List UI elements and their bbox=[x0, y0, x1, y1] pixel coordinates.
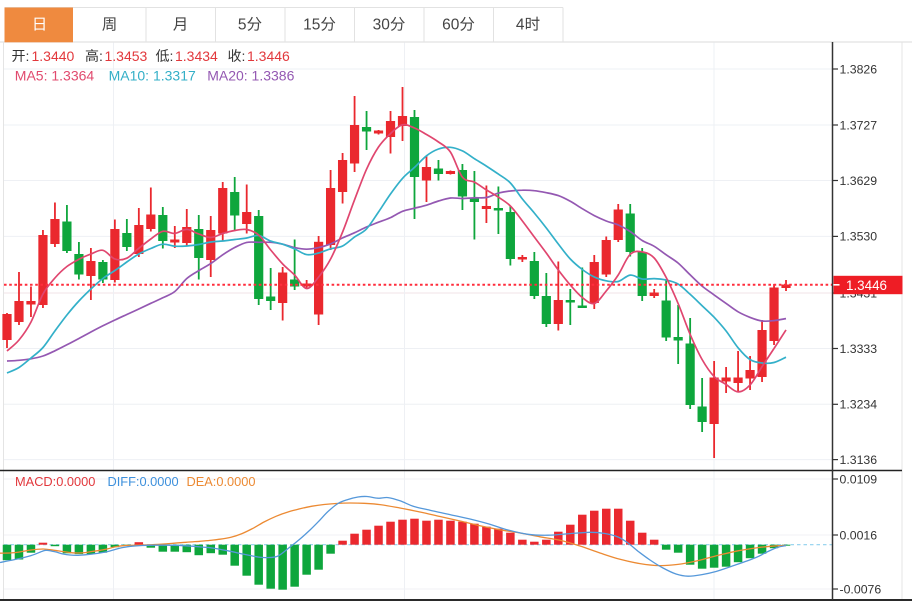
svg-text:1.3446: 1.3446 bbox=[247, 48, 290, 64]
svg-text:15: 15 bbox=[303, 17, 320, 34]
svg-text:-0.0076: -0.0076 bbox=[840, 582, 882, 596]
svg-text:1.3434: 1.3434 bbox=[175, 48, 218, 64]
svg-text:0.0016: 0.0016 bbox=[840, 528, 878, 542]
svg-text:1.3530: 1.3530 bbox=[840, 230, 878, 244]
svg-text::: : bbox=[26, 48, 30, 64]
svg-text:1.3136: 1.3136 bbox=[840, 453, 878, 467]
svg-text:1.3826: 1.3826 bbox=[840, 62, 878, 76]
svg-text:4: 4 bbox=[516, 17, 525, 34]
svg-text:1.3234: 1.3234 bbox=[840, 398, 878, 412]
svg-text:MACD:0.0000: MACD:0.0000 bbox=[15, 474, 95, 489]
svg-text:0.0109: 0.0109 bbox=[840, 472, 878, 486]
svg-text:1.3629: 1.3629 bbox=[840, 174, 878, 188]
svg-text:1.3333: 1.3333 bbox=[840, 342, 878, 356]
svg-text:DIFF:0.0000: DIFF:0.0000 bbox=[108, 474, 179, 489]
svg-text::: : bbox=[170, 48, 174, 64]
svg-text:DEA:0.0000: DEA:0.0000 bbox=[187, 474, 256, 489]
svg-text:MA5: 1.3364: MA5: 1.3364 bbox=[15, 67, 95, 83]
svg-text:1.3727: 1.3727 bbox=[840, 118, 878, 132]
svg-text:1.3453: 1.3453 bbox=[105, 48, 148, 64]
svg-text::: : bbox=[242, 48, 246, 64]
svg-text:MA20: 1.3386: MA20: 1.3386 bbox=[207, 67, 294, 83]
svg-text:30: 30 bbox=[373, 17, 391, 34]
svg-text::: : bbox=[99, 48, 103, 64]
svg-text:MA10: 1.3317: MA10: 1.3317 bbox=[109, 67, 196, 83]
svg-text:5: 5 bbox=[238, 17, 247, 34]
svg-text:1.3440: 1.3440 bbox=[32, 48, 75, 64]
svg-text:60: 60 bbox=[442, 17, 460, 34]
svg-text:1.3446: 1.3446 bbox=[846, 278, 887, 293]
